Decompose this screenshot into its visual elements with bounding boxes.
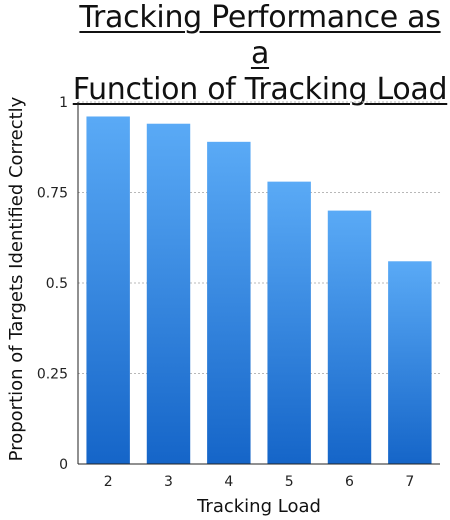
x-tick-labels: 2 3 4 5 6 7 — [104, 474, 415, 490]
bar-6 — [327, 210, 372, 464]
x-axis-label: Tracking Load — [196, 496, 321, 517]
y-tick-label: 0.25 — [37, 367, 68, 383]
y-tick-label: 1 — [59, 95, 68, 111]
y-tick-labels: 0 0.25 0.5 0.75 1 — [37, 95, 68, 473]
y-tick-label: 0.75 — [37, 186, 68, 202]
x-tick-label: 5 — [285, 474, 294, 490]
x-tick-label: 3 — [164, 474, 173, 490]
bars — [86, 116, 432, 464]
x-tick-label: 6 — [345, 474, 354, 490]
bar-2 — [86, 116, 130, 464]
bar-7 — [388, 261, 432, 464]
chart-title-line-2: Function of Tracking Load — [72, 72, 448, 107]
bar-3 — [146, 123, 191, 464]
bar-5 — [267, 181, 311, 464]
y-tick-label: 0 — [59, 457, 68, 473]
x-tick-label: 7 — [405, 474, 414, 490]
gridlines — [78, 101, 440, 374]
y-tick-label: 0.5 — [46, 276, 68, 292]
x-tick-label: 4 — [224, 474, 233, 490]
x-tick-label: 2 — [104, 474, 113, 490]
y-axis-label: Proportion of Targets Identified Correct… — [6, 96, 27, 461]
chart-title: Tracking Performance as a Function of Tr… — [70, 0, 450, 108]
axes — [77, 102, 440, 465]
bar-4 — [207, 141, 251, 464]
chart-title-line-1: Tracking Performance as a — [79, 0, 441, 71]
